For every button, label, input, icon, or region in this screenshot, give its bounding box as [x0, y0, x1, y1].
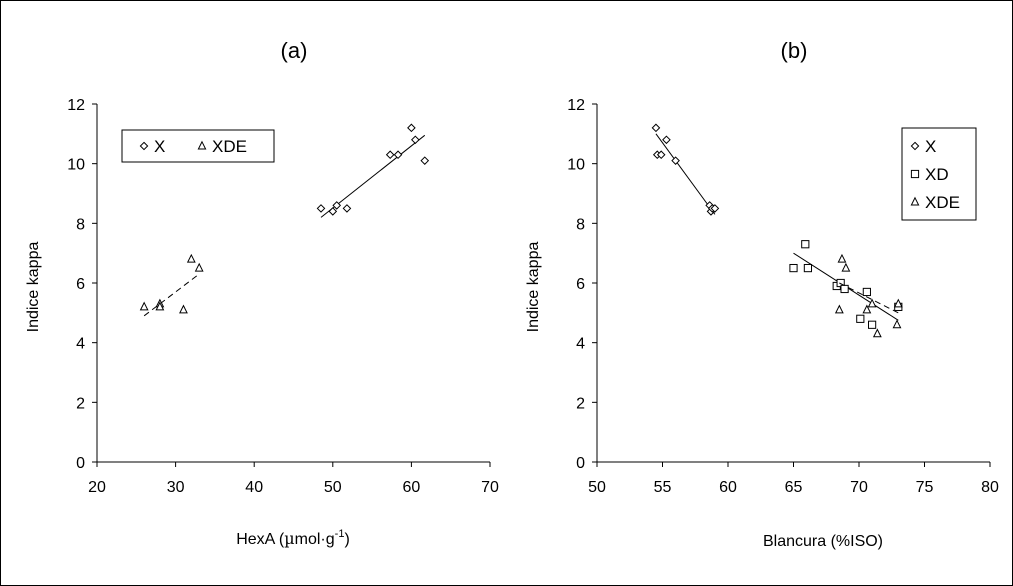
- panel-a-point-xde: [179, 304, 188, 314]
- panel-b-point-xd: [789, 263, 798, 273]
- panel-a-x-axis-label: HexA (µmol·g-1): [236, 528, 350, 548]
- panel-b-y-tick-label: 4: [576, 336, 585, 353]
- panel-a-plot-area: 0 2 4 6 8 10 12 20 30 40 50 60 70: [67, 97, 499, 496]
- panel-b-point-xde: [837, 253, 847, 263]
- panel-b-y-tick-label: 10: [567, 157, 585, 174]
- panel-a-x-tick-label: 50: [324, 479, 342, 496]
- panel-a-point-xde: [155, 301, 165, 311]
- panel-b-y-axis-label: Indice kappa: [525, 242, 542, 333]
- panel-a-point-x: [316, 204, 326, 213]
- panel-a-point-x: [407, 123, 416, 133]
- panel-b-point-xd: [862, 287, 871, 297]
- panel-a-x-label-unit: mol·g: [295, 531, 335, 548]
- panel-a-x-label-main: HexA (: [236, 531, 285, 548]
- panel-a-point-xde: [139, 301, 149, 311]
- panel-a-trendline-xde: [143, 273, 200, 317]
- panel-a-point-x: [328, 207, 338, 216]
- panel-a-x-tick-label: 60: [403, 479, 421, 496]
- panel-b-trendline-xde: [839, 282, 899, 314]
- panel-a-point-x: [411, 135, 420, 145]
- panel-a-x-label-sup: -1: [335, 528, 345, 540]
- panel-b-point-xde: [872, 328, 882, 338]
- panel-b-legend-marker-x: [910, 141, 920, 151]
- panel-b-legend-marker-xde: [910, 196, 920, 206]
- panel-b-legend-marker-xd: [910, 169, 920, 179]
- panel-b-point-xde: [862, 304, 872, 314]
- panel-b-legend-label-xde: XDE: [925, 193, 960, 212]
- panel-b-point-xde: [841, 262, 851, 272]
- panel-a-x-tick-label: 70: [481, 479, 499, 496]
- panel-a-point-x: [332, 201, 342, 210]
- panel-b-y-tick-label: 2: [576, 395, 585, 412]
- panel-a-title: (a): [281, 38, 308, 63]
- panel-a-legend-label-xde: XDE: [212, 137, 247, 156]
- panel-b: (b) 0 2 4 6 8 10 12 50 55 60 65 70 75 80 Indice kappa…: [525, 38, 999, 550]
- panel-a-x-tick-label: 30: [167, 479, 185, 496]
- panel-b-point-xde: [834, 304, 844, 314]
- panel-b-x-tick-label: 55: [654, 479, 672, 496]
- panel-b-y-tick-label: 6: [576, 276, 585, 293]
- panel-b-legend-label-xd: XD: [925, 165, 949, 184]
- panel-b-x-tick-label: 70: [850, 479, 868, 496]
- panel-a-point-x: [420, 156, 430, 165]
- panel-a-point-xde: [186, 253, 196, 263]
- panel-b-legend: X XD XDE: [901, 127, 977, 221]
- panel-b-point-xd: [840, 284, 849, 294]
- panel-b-x-tick-label: 50: [588, 479, 606, 496]
- panel-a-y-tick-label: 4: [76, 336, 85, 353]
- panel-b-x-axis-label: Blancura (%ISO): [763, 533, 883, 550]
- panel-a-point-x: [385, 150, 395, 160]
- panel-a-y-tick-label: 0: [76, 455, 85, 472]
- panel-b-point-xde: [893, 298, 903, 308]
- panel-a-y-tick-label: 12: [67, 97, 85, 114]
- panel-a: (a) 0 2 4 6 8 10 12 20 30 40 50 60 70 Indice kappa H…: [25, 38, 499, 548]
- panel-a-legend-label-x: X: [154, 137, 165, 156]
- panel-a-point-x: [342, 204, 352, 213]
- panel-b-point-x: [671, 156, 680, 165]
- panel-b-point-xd: [803, 263, 813, 273]
- panel-b-point-x: [662, 135, 671, 145]
- panel-a-legend-marker-xde: [197, 140, 207, 150]
- panel-a-y-tick-label: 10: [67, 157, 85, 174]
- panel-a-y-tick-label: 8: [76, 216, 85, 233]
- panel-a-y-axis-label: Indice kappa: [25, 242, 42, 333]
- panel-a-x-tick-label: 40: [245, 479, 263, 496]
- panel-b-point-x: [656, 150, 666, 160]
- panel-a-point-x: [393, 150, 403, 160]
- panel-a-legend-marker-x: [139, 141, 149, 151]
- panel-a-x-label-mu: µ: [284, 529, 294, 548]
- panel-b-point-x: [651, 123, 661, 133]
- panel-b-x-tick-label: 80: [981, 479, 999, 496]
- panel-a-legend: X XDE: [121, 129, 275, 163]
- panel-a-x-label-close: ): [344, 531, 349, 548]
- panel-b-trendline-x: [655, 133, 716, 215]
- panel-b-x-tick-label: 75: [916, 479, 934, 496]
- panel-b-point-xd: [856, 314, 865, 323]
- panel-b-title: (b): [781, 38, 808, 63]
- panel-a-y-tick-label: 2: [76, 395, 85, 412]
- panel-a-x-tick-label: 20: [88, 479, 106, 496]
- panel-b-point-xd: [801, 240, 810, 249]
- panel-b-point-xde: [867, 298, 877, 308]
- panel-a-point-xde: [194, 262, 204, 272]
- panel-b-point-xde: [892, 319, 902, 329]
- panel-b-point-x: [710, 204, 720, 213]
- panel-b-y-tick-label: 0: [576, 455, 585, 472]
- panel-b-legend-label-x: X: [925, 137, 936, 156]
- panel-b-point-xd: [868, 320, 877, 329]
- panel-b-x-tick-label: 60: [719, 479, 737, 496]
- panel-a-y-tick-label: 6: [76, 276, 85, 293]
- panel-b-y-tick-label: 12: [567, 97, 585, 114]
- panel-b-plot-area: 0 2 4 6 8 10 12 50 55 60 65 70 75 80: [567, 97, 999, 496]
- panel-b-x-tick-label: 65: [785, 479, 803, 496]
- panel-b-y-tick-label: 8: [576, 216, 585, 233]
